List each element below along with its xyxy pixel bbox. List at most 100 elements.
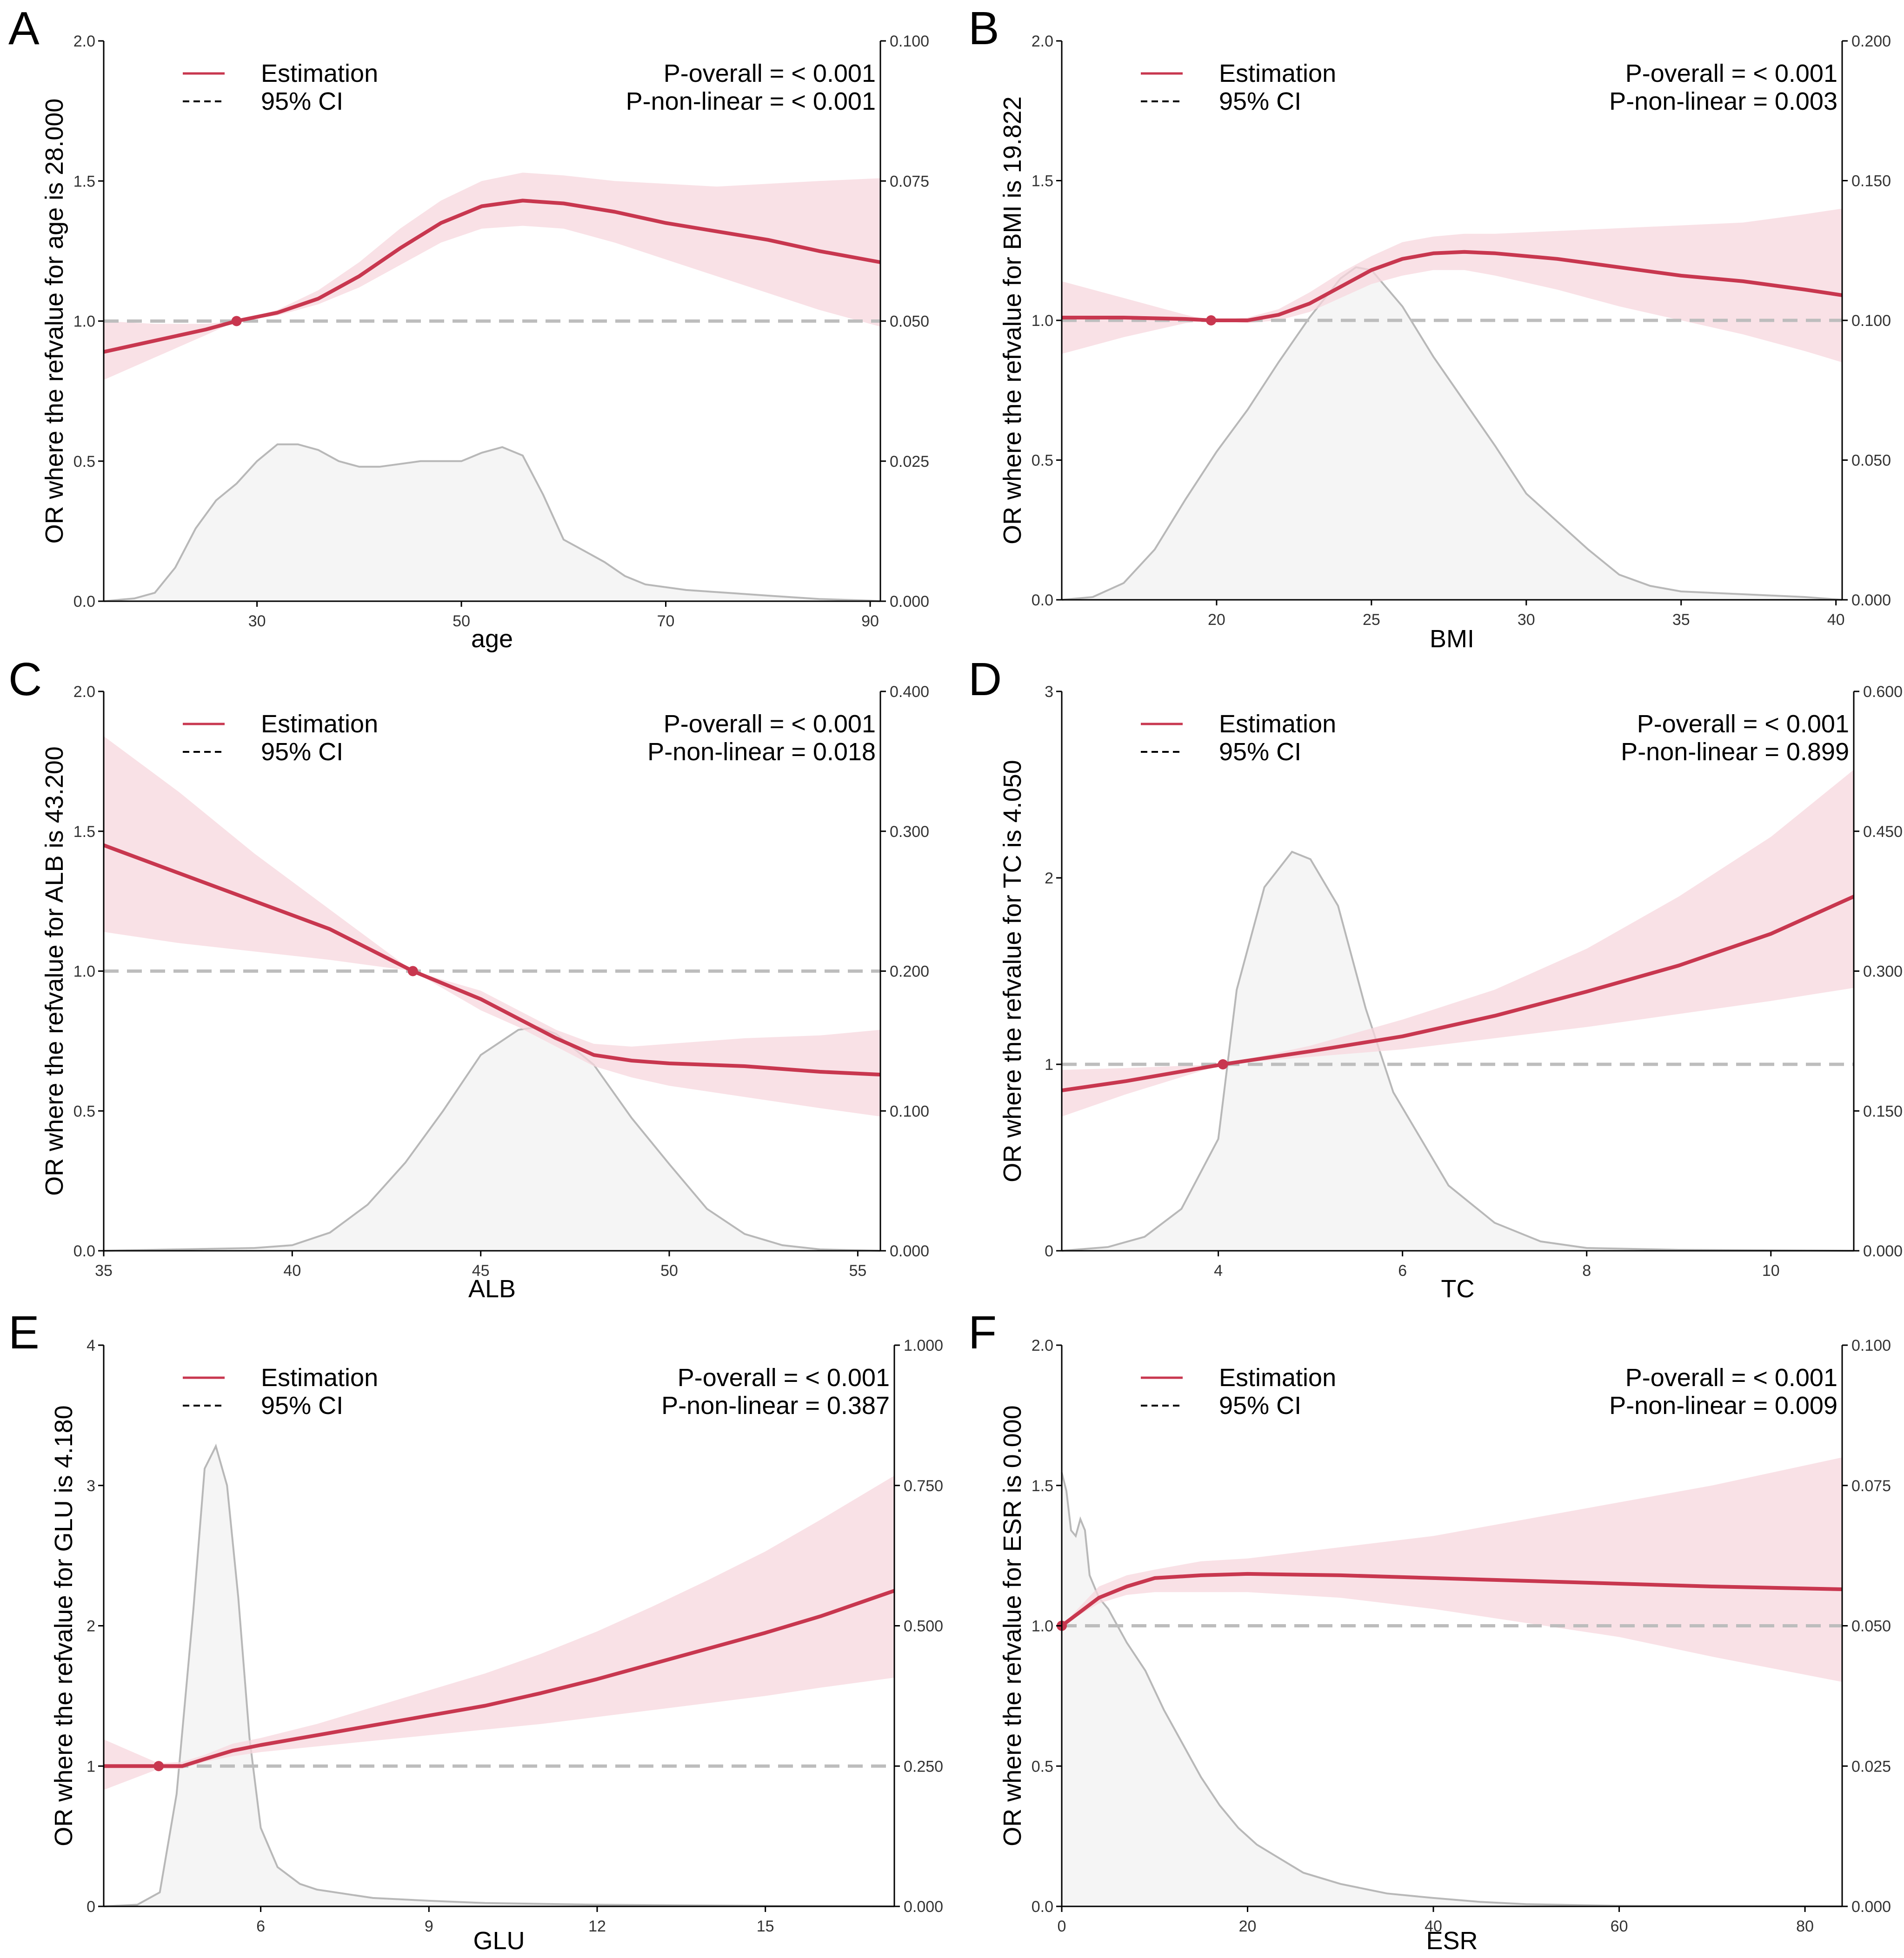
y2-tick-label: 0.500 xyxy=(904,1618,943,1635)
y-tick-label: 1.0 xyxy=(73,963,95,981)
y-tick-label: 0.5 xyxy=(73,1102,95,1120)
x-tick-label: 40 xyxy=(1827,611,1845,629)
y-tick-label: 2.0 xyxy=(1032,33,1053,50)
panel-D: 0 1 2 3 0.000 0.150 0.300 0.450 0.600 4 6 8 10 TC OR w… xyxy=(968,653,1903,1303)
y-tick-label: 2.0 xyxy=(1032,1337,1053,1354)
x-tick-label: 15 xyxy=(757,1918,774,1935)
y2-tick-label: 0.100 xyxy=(1851,1337,1891,1354)
density-outline xyxy=(1061,266,1843,601)
y2-tick-label: 0.300 xyxy=(890,823,929,841)
p-nonlinear-text: P-non-linear = 0.018 xyxy=(647,738,876,766)
x-axis-title: ESR xyxy=(1426,1927,1478,1955)
x-axis-title: age xyxy=(471,625,513,653)
y2-tick-label: 0.100 xyxy=(890,1102,929,1120)
y-tick-label: 0.0 xyxy=(73,1242,95,1260)
p-overall-text: P-overall = < 0.001 xyxy=(678,1364,890,1392)
reference-point xyxy=(1206,315,1217,325)
x-tick-label: 6 xyxy=(1398,1262,1407,1280)
x-tick-label: 90 xyxy=(861,612,879,630)
panel-letter: A xyxy=(8,2,40,54)
x-tick-label: 40 xyxy=(283,1262,301,1280)
y-axis-title: OR where the refvalue for TC is 4.050 xyxy=(999,760,1026,1182)
density-area xyxy=(1062,267,1842,600)
y2-tick-label: 0.000 xyxy=(1851,1898,1891,1916)
estimate-line xyxy=(104,1589,895,1768)
x-tick-label: 8 xyxy=(1582,1262,1591,1280)
p-overall-text: P-overall = < 0.001 xyxy=(1637,710,1849,738)
y-tick-label: 1.5 xyxy=(1032,173,1053,190)
y-tick-label: 1 xyxy=(1045,1056,1053,1074)
y-tick-label: 0 xyxy=(1045,1242,1053,1260)
x-axis-title: TC xyxy=(1441,1275,1475,1303)
y-tick-label: 1.0 xyxy=(73,313,95,331)
x-tick-label: 80 xyxy=(1796,1918,1814,1935)
y-axis-title: OR where the refvalue for BMI is 19.822 xyxy=(999,96,1026,544)
panel-C: 0.0 0.5 1.0 1.5 2.0 0.000 0.100 0.200 0.300 0.400… xyxy=(8,653,929,1303)
legend-ci-label: 95% CI xyxy=(1219,738,1301,766)
y-tick-label: 1.0 xyxy=(1032,312,1053,330)
y-tick-label: 2 xyxy=(87,1618,95,1635)
y2-tick-label: 0.000 xyxy=(1863,1242,1903,1260)
y-tick-label: 4 xyxy=(87,1337,95,1354)
ci-band xyxy=(104,1475,894,1790)
y2-tick-label: 0.000 xyxy=(1851,591,1891,609)
legend-ci-label: 95% CI xyxy=(1219,1392,1301,1420)
y-tick-label: 0.0 xyxy=(1032,1898,1053,1916)
y2-tick-label: 0.600 xyxy=(1863,683,1903,701)
estimate-line xyxy=(103,199,881,354)
y2-tick-label: 0.050 xyxy=(1851,1618,1891,1635)
legend-ci-label: 95% CI xyxy=(261,1392,343,1420)
y-tick-label: 0.5 xyxy=(73,453,95,471)
y2-tick-label: 0.750 xyxy=(904,1477,943,1495)
x-tick-label: 50 xyxy=(660,1262,678,1280)
legend-ci-label: 95% CI xyxy=(1219,87,1301,115)
x-tick-label: 30 xyxy=(248,612,266,630)
density-area xyxy=(104,1027,880,1251)
density-area xyxy=(1062,851,1854,1251)
legend-ci-label: 95% CI xyxy=(261,87,343,115)
x-tick-label: 60 xyxy=(1611,1918,1628,1935)
panel-F: 0.0 0.5 1.0 1.5 2.0 0.000 0.025 0.050 0.075 0.100… xyxy=(968,1307,1891,1955)
y2-tick-label: 0.250 xyxy=(904,1758,943,1775)
x-tick-label: 25 xyxy=(1363,611,1380,629)
y2-tick-label: 0.075 xyxy=(1851,1477,1891,1495)
x-tick-label: 6 xyxy=(256,1918,265,1935)
y2-tick-label: 0.025 xyxy=(1851,1758,1891,1775)
density-area xyxy=(104,1446,894,1906)
y-tick-label: 3 xyxy=(87,1477,95,1495)
density-area xyxy=(1062,1473,1842,1906)
x-tick-label: 20 xyxy=(1208,611,1225,629)
estimate-line xyxy=(1061,895,1855,1093)
panel-letter: D xyxy=(968,653,1002,705)
y2-tick-label: 1.000 xyxy=(904,1337,943,1354)
legend-estimation-label: Estimation xyxy=(261,60,378,87)
density-outline xyxy=(1061,850,1854,1252)
x-tick-label: 0 xyxy=(1058,1918,1066,1935)
y-tick-label: 0.0 xyxy=(1032,591,1053,609)
y-tick-label: 2.0 xyxy=(73,33,95,50)
x-tick-label: 35 xyxy=(1672,611,1690,629)
y-axis-title: OR where the refvalue for age is 28.000 xyxy=(40,99,68,544)
p-overall-text: P-overall = < 0.001 xyxy=(664,710,876,738)
x-tick-label: 70 xyxy=(657,612,675,630)
legend-estimation-label: Estimation xyxy=(1219,60,1336,87)
y2-tick-label: 0.050 xyxy=(890,313,929,331)
y2-tick-label: 0.000 xyxy=(890,593,929,611)
y-tick-label: 1.5 xyxy=(1032,1477,1053,1495)
y-axis-title: OR where the refvalue for GLU is 4.180 xyxy=(50,1405,78,1846)
p-overall-text: P-overall = < 0.001 xyxy=(1625,60,1837,87)
reference-point xyxy=(231,316,242,326)
y2-tick-label: 0.100 xyxy=(1851,312,1891,330)
legend-estimation-label: Estimation xyxy=(1219,1364,1336,1392)
y-tick-label: 2 xyxy=(1045,869,1053,887)
ci-band xyxy=(104,736,880,1117)
panel-letter: C xyxy=(8,653,42,705)
panel-letter: B xyxy=(968,2,999,54)
y-tick-label: 0.5 xyxy=(1032,1758,1053,1775)
y2-tick-label: 0.025 xyxy=(890,453,929,471)
panel-B: 0.0 0.5 1.0 1.5 2.0 0.000 0.050 0.100 0.150 0.200… xyxy=(968,2,1891,653)
p-nonlinear-text: P-non-linear = 0.387 xyxy=(661,1392,890,1420)
y2-tick-label: 0.150 xyxy=(1863,1102,1903,1120)
p-overall-text: P-overall = < 0.001 xyxy=(1625,1364,1837,1392)
